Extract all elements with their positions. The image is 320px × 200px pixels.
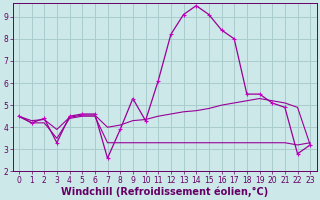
X-axis label: Windchill (Refroidissement éolien,°C): Windchill (Refroidissement éolien,°C): [61, 186, 268, 197]
